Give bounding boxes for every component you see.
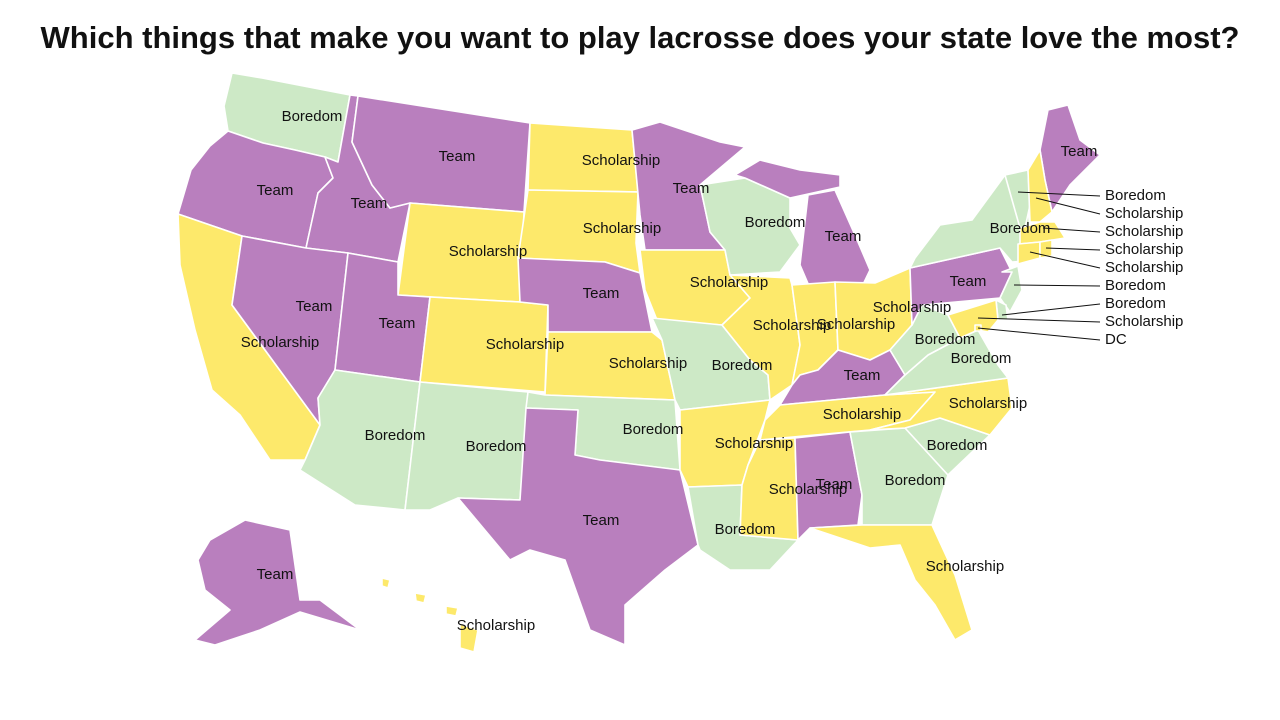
callout-label-ri: Scholarship [1105,241,1183,258]
callout-label-nj: Boredom [1105,277,1166,294]
map-title: Which things that make you want to play … [40,20,1240,55]
state-label-me: Team [1061,143,1098,160]
state-label-id: Team [351,195,388,212]
state-label-ca: Scholarship [241,334,319,351]
state-label-tn: Scholarship [823,406,901,423]
state-label-ar: Scholarship [715,435,793,452]
callout-line-de [1001,303,1101,316]
state-label-hi: Scholarship [457,617,535,634]
state-nh [1027,149,1053,223]
callout-line-ri [1045,247,1101,251]
state-label-sc: Boredom [927,437,988,454]
state-label-mt: Team [439,148,476,165]
state-label-nv: Team [296,298,333,315]
state-label-ok: Boredom [623,421,684,438]
state-label-pa: Team [950,273,987,290]
state-label-ia: Scholarship [690,274,768,291]
callout-line-md [977,317,1101,323]
callout-label-dc: DC [1105,331,1127,348]
state-label-ny: Boredom [990,220,1051,237]
state-label-az: Boredom [365,427,426,444]
state-label-il: Scholarship [753,317,831,334]
state-label-in: Scholarship [817,316,895,333]
state-label-wy: Scholarship [449,243,527,260]
state-label-mi: Team [825,228,862,245]
state-label-sd: Scholarship [583,220,661,237]
state-label-ms: Scholarship [769,481,847,498]
callout-label-de: Boredom [1105,295,1166,312]
state-label-tx: Team [583,512,620,529]
callout-label-ct: Scholarship [1105,259,1183,276]
state-ak [194,519,361,646]
state-label-mn: Team [673,180,710,197]
callouts-layer: BoredomScholarshipScholarshipScholarship… [977,187,1183,348]
state-ri [1039,239,1053,259]
callout-line-ma [1042,227,1101,233]
callout-label-vt: Boredom [1105,187,1166,204]
state-label-nd: Scholarship [582,152,660,169]
state-label-ut: Team [379,315,416,332]
state-label-wi: Boredom [745,214,806,231]
state-label-nm: Boredom [466,438,527,455]
callout-line-vt [1017,191,1101,197]
state-label-nc: Scholarship [949,395,1027,412]
state-label-ak: Team [257,566,294,583]
callout-line-ct [1029,251,1101,269]
state-labels-layer: BoredomTeamScholarshipTeamTeamTeamSchola… [241,108,1098,634]
state-label-ne: Team [583,285,620,302]
callout-label-nh: Scholarship [1105,205,1183,222]
callout-label-md: Scholarship [1105,313,1183,330]
state-label-ga: Boredom [885,472,946,489]
state-label-fl: Scholarship [926,558,1004,575]
state-label-wa: Boredom [282,108,343,125]
callout-label-ma: Scholarship [1105,223,1183,240]
state-nj [999,265,1023,313]
state-label-ks: Scholarship [609,355,687,372]
state-label-ky: Team [844,367,881,384]
state-hi [381,577,479,653]
state-label-la: Boredom [715,521,776,538]
state-il [721,274,801,401]
state-label-co: Scholarship [486,336,564,353]
state-tx [457,407,699,646]
state-label-or: Team [257,182,294,199]
state-label-al: Team [816,476,853,493]
state-label-va: Boredom [951,350,1012,367]
state-vt [1004,169,1031,229]
state-label-oh: Scholarship [873,299,951,316]
callout-line-nj [1013,284,1101,287]
callout-line-dc [977,327,1101,341]
state-label-wv: Boredom [915,331,976,348]
callout-line-nh [1035,197,1101,215]
states-layer [177,72,1101,653]
state-label-mo: Boredom [712,357,773,374]
state-fl [809,524,973,641]
